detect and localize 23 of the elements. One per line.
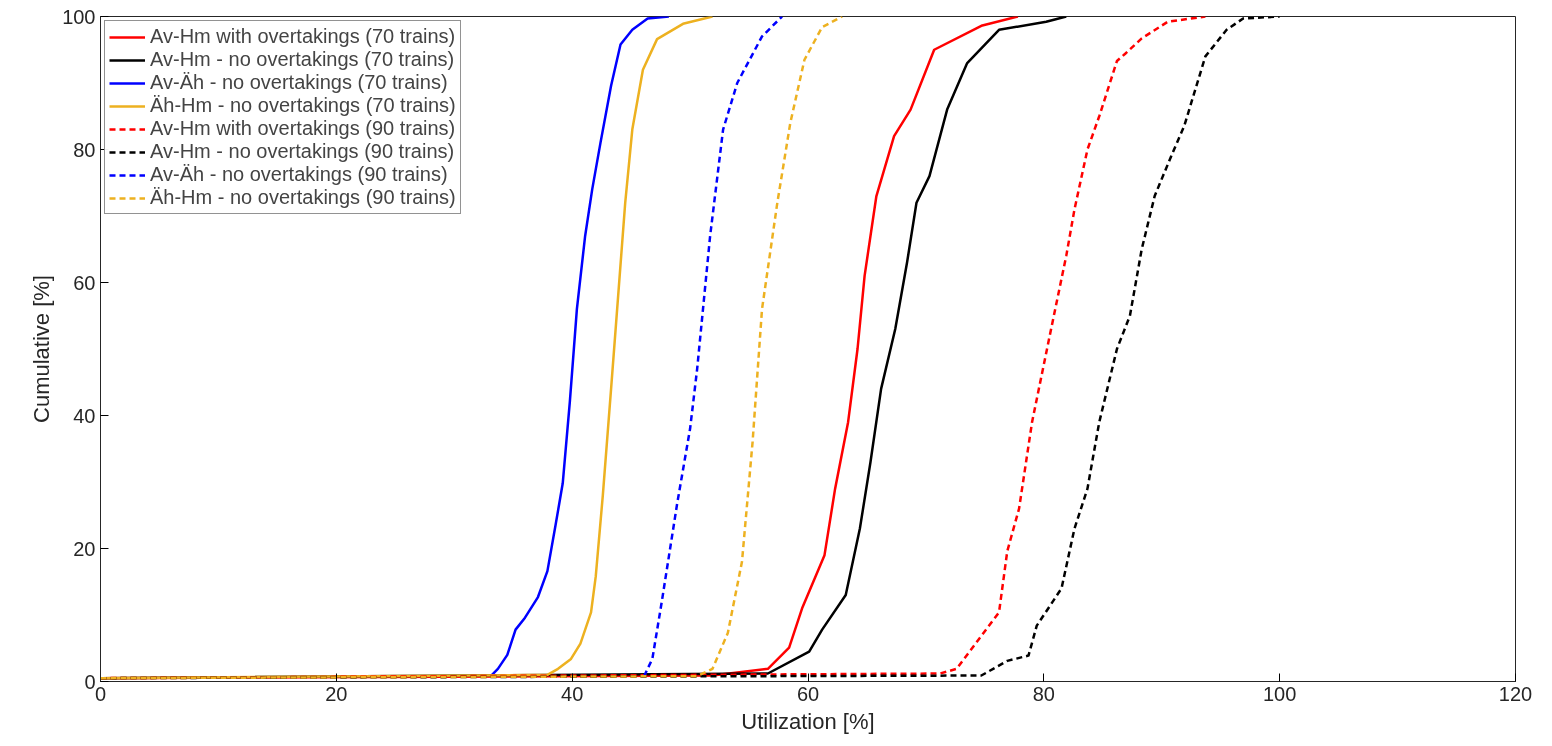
legend-label: Av-Hm with overtakings (70 trains)	[150, 25, 456, 48]
y-axis-title: Cumulative [%]	[29, 275, 55, 423]
legend-label: Av-Hm - no overtakings (70 trains)	[150, 48, 455, 71]
legend-label: Av-Äh - no overtakings (90 trains)	[150, 163, 448, 186]
x-tick-label: 100	[1262, 682, 1297, 705]
y-tick-label: 80	[73, 138, 96, 161]
line-series	[490, 16, 671, 677]
y-tick-label: 100	[62, 5, 96, 28]
y-tick-label: 20	[73, 537, 96, 560]
legend-label: Äh-Hm - no overtakings (90 trains)	[150, 186, 456, 209]
x-tick-label: 120	[1498, 682, 1533, 705]
y-tick-label: 40	[73, 404, 96, 427]
x-axis-title: Utilization [%]	[741, 708, 875, 734]
x-tick-label: 20	[325, 682, 348, 705]
legend-label: Av-Äh - no overtakings (70 trains)	[150, 71, 448, 94]
x-tick-label: 40	[561, 682, 584, 705]
x-tick-label: 80	[1032, 682, 1055, 705]
legend-label: Av-Hm with overtakings (90 trains)	[150, 117, 456, 140]
line-series	[642, 16, 784, 678]
legend-label: Av-Hm - no overtakings (90 trains)	[150, 140, 455, 163]
x-tick-label: 60	[796, 682, 820, 705]
legend-label: Äh-Hm - no overtakings (70 trains)	[150, 94, 456, 117]
y-tick-label: 60	[73, 271, 96, 294]
